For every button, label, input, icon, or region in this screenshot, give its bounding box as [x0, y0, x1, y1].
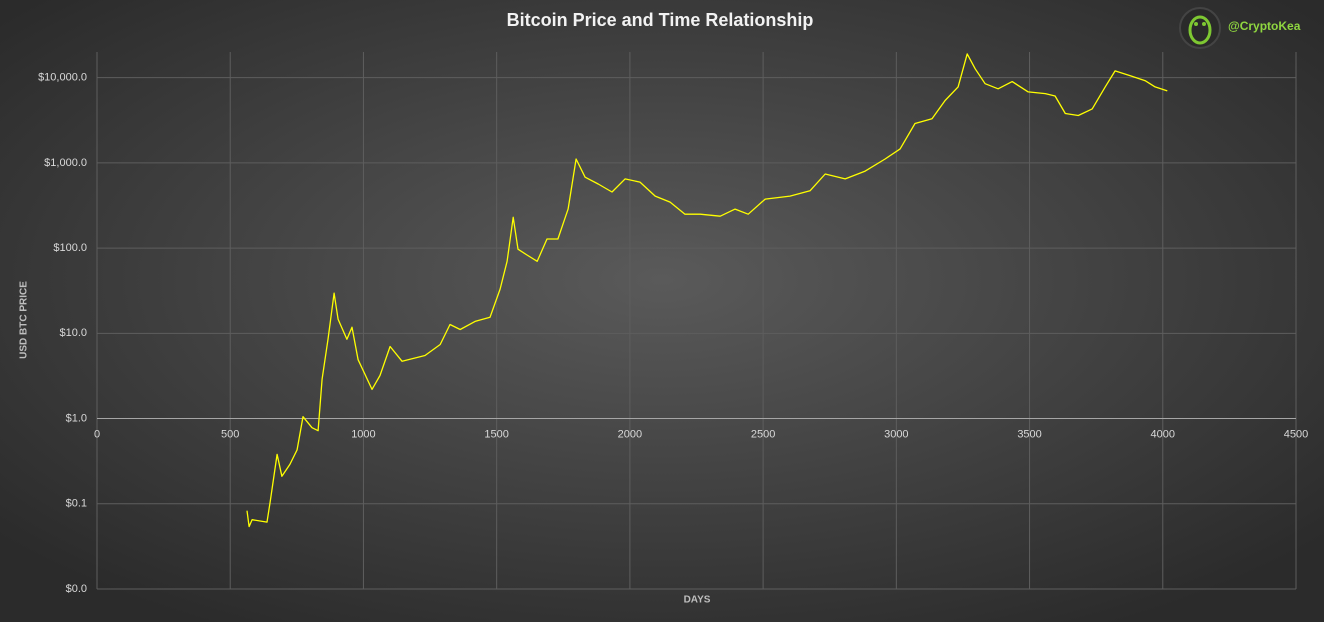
x-tick-label: 3000	[884, 428, 908, 440]
y-tick-label: $10,000.0	[38, 72, 87, 84]
y-tick-label: $0.0	[66, 583, 87, 595]
x-tick-label: 2500	[751, 428, 775, 440]
x-tick-label: 4500	[1284, 428, 1308, 440]
x-axis-label: DAYS	[684, 595, 711, 606]
x-tick-label: 500	[221, 428, 239, 440]
y-tick-label: $100.0	[53, 242, 87, 254]
y-tick-label: $1.0	[66, 412, 87, 424]
price-line	[246, 53, 1168, 528]
logo	[1179, 7, 1221, 49]
chart-title: Bitcoin Price and Time Relationship	[507, 10, 814, 30]
x-tick-label: 2000	[618, 428, 642, 440]
x-tick-label: 1500	[484, 428, 508, 440]
x-tick-label: 1000	[351, 428, 375, 440]
y-tick-label: $1,000.0	[44, 157, 87, 169]
x-tick-label: 3500	[1017, 428, 1041, 440]
x-tick-label: 0	[94, 428, 100, 440]
watermark: @CryptoKea	[1228, 19, 1301, 33]
y-tick-label: $10.0	[59, 327, 87, 339]
y-tick-label: $0.1	[66, 498, 87, 510]
y-axis-label: USD BTC PRICE	[19, 281, 30, 359]
x-tick-label: 4000	[1151, 428, 1175, 440]
